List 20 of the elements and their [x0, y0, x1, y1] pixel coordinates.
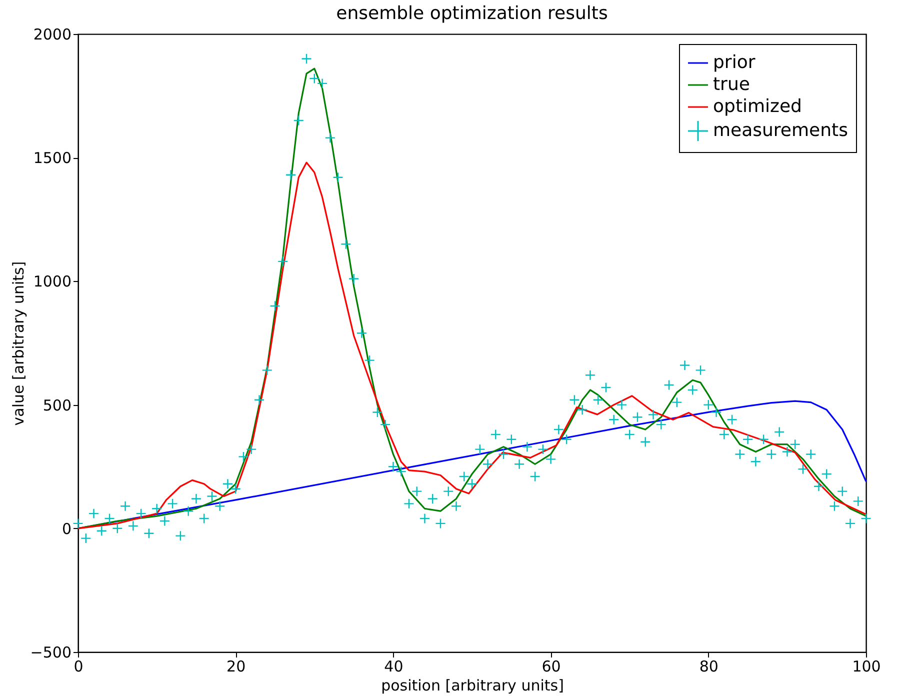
y-tick-label: 500	[42, 396, 72, 414]
y-tick-label: −500	[30, 644, 72, 662]
x-tick-label: 40	[384, 658, 404, 676]
chart-title: ensemble optimization results	[336, 3, 608, 24]
legend-label: measurements	[713, 120, 848, 141]
line-series	[77, 162, 867, 530]
y-tick-label: 2000	[33, 26, 72, 44]
x-tick-label: 100	[852, 658, 881, 676]
x-axis-title: position [arbitrary units]	[381, 676, 564, 694]
x-tick-label: 0	[74, 658, 84, 676]
x-tick-label: 60	[542, 658, 561, 676]
y-tick-label: 1500	[33, 149, 72, 168]
legend-label: true	[713, 74, 750, 95]
y-tick-label: 1000	[33, 272, 72, 291]
legend-label: prior	[713, 52, 756, 73]
x-tick-label: 20	[226, 658, 246, 676]
y-axis-title: value [arbitrary units]	[9, 261, 28, 426]
y-tick-label: 0	[62, 520, 72, 538]
legend-label: optimized	[713, 96, 802, 117]
x-tick-label: 80	[699, 658, 718, 676]
